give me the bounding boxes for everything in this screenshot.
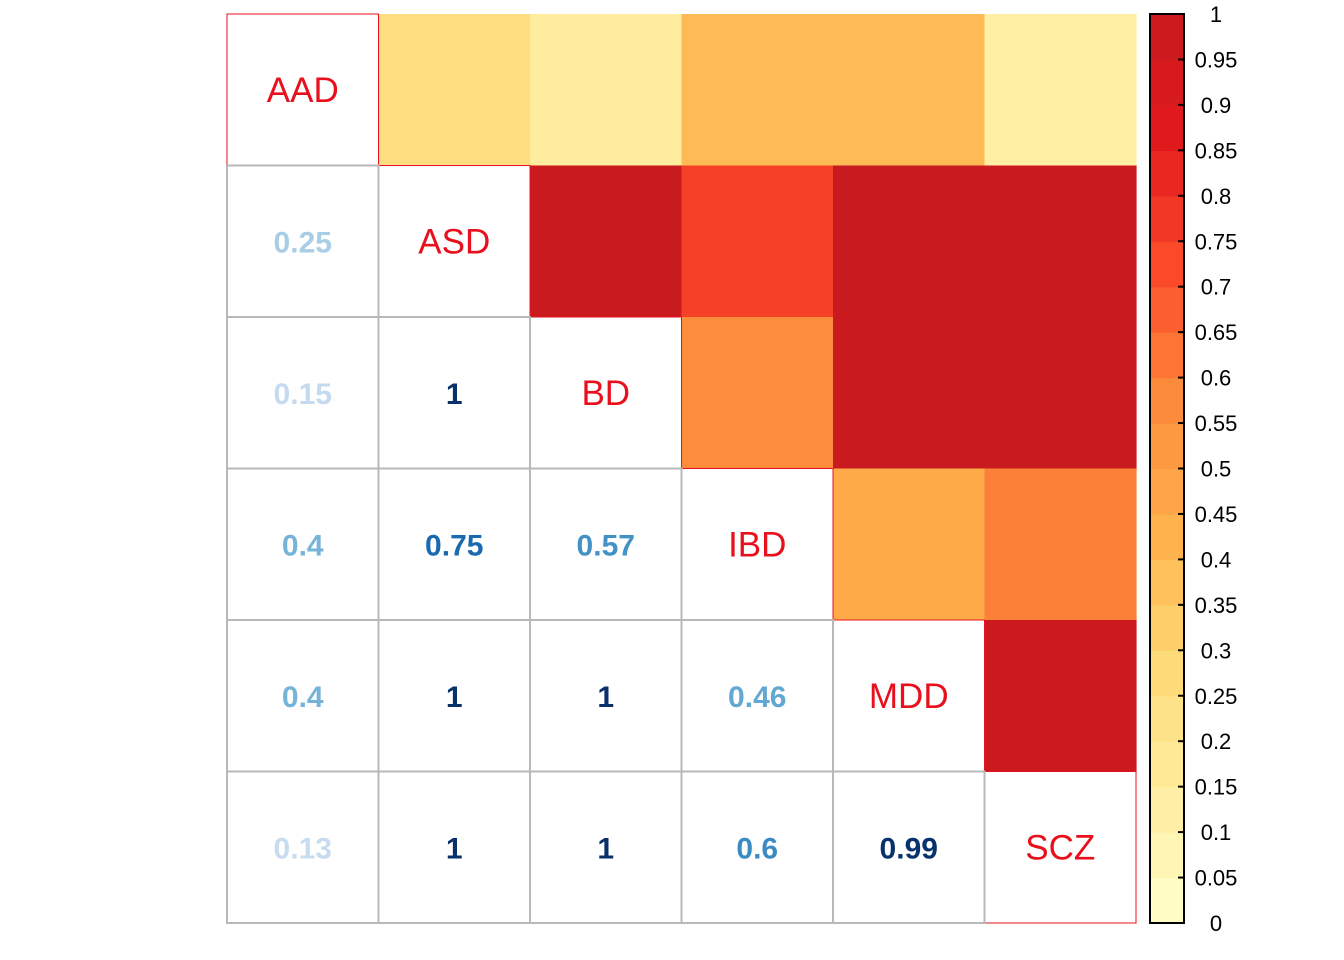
heatmap-cell-BD-SCZ <box>984 317 1137 470</box>
colorbar-tick-label: 0.5 <box>1201 457 1232 482</box>
heatmap-cell-AAD-SCZ <box>984 14 1137 167</box>
colorbar-segment <box>1150 286 1184 333</box>
colorbar-segment <box>1150 741 1184 788</box>
colorbar-segment <box>1150 332 1184 379</box>
colorbar-segment <box>1150 104 1184 151</box>
diagonal-cell-BD-BD <box>529 316 682 469</box>
value-cell-ASD-AAD <box>226 164 380 318</box>
value-label-SCZ-ASD: 1 <box>446 832 463 865</box>
colorbar-tick-label: 0.15 <box>1195 775 1238 800</box>
diagonal-label-IBD: IBD <box>728 525 786 564</box>
diagonal-cell-SCZ-SCZ <box>984 771 1137 924</box>
value-label-BD-AAD: 0.15 <box>274 378 332 411</box>
colorbar: 0 0.05 0.1 0.15 0.2 0.25 0.3 0.35 0.4 0.45 0.5 0.55… <box>1149 2 1238 936</box>
colorbar-tick-label: 0.3 <box>1201 638 1232 663</box>
diagonal-label-SCZ: SCZ <box>1025 828 1095 867</box>
colorbar-tick-label: 0.7 <box>1201 275 1232 300</box>
value-label-SCZ-MDD: 0.99 <box>880 832 938 865</box>
colorbar-tick-label: 0.75 <box>1195 229 1238 254</box>
colorbar-segment <box>1150 513 1184 560</box>
colorbar-segment <box>1150 695 1184 742</box>
colorbar-tick-label: 0.45 <box>1195 502 1238 527</box>
colorbar-tick-label: 1 <box>1210 2 1222 27</box>
colorbar-tick-label: 0.05 <box>1195 866 1238 891</box>
heatmap-cells <box>378 14 1137 773</box>
value-label-MDD-AAD: 0.4 <box>282 681 324 714</box>
heatmap-cell-IBD-MDD <box>833 468 986 621</box>
heatmap-cell-ASD-BD <box>530 165 683 318</box>
value-cell-SCZ-ASD <box>377 770 531 924</box>
heatmap-cell-ASD-SCZ <box>984 165 1137 318</box>
value-label-SCZ-IBD: 0.6 <box>736 832 778 865</box>
value-label-SCZ-BD: 1 <box>597 832 614 865</box>
value-label-BD-ASD: 1 <box>446 378 463 411</box>
colorbar-tick-label: 0.1 <box>1201 820 1232 845</box>
colorbar-segment <box>1150 150 1184 197</box>
value-cell-BD-ASD <box>377 316 531 470</box>
diagonal-label-MDD: MDD <box>869 677 949 716</box>
heatmap-labels: AAD 0.25 ASD 0.15 1 BD 0.4 0.75 0.57 IBD 0.4 1 1 0.46… <box>267 71 1095 868</box>
value-label-IBD-AAD: 0.4 <box>282 529 324 562</box>
heatmap-cell-ASD-MDD <box>833 165 986 318</box>
heatmap-cell-AAD-IBD <box>681 14 834 167</box>
value-label-MDD-BD: 1 <box>597 681 614 714</box>
diagonal-label-ASD: ASD <box>418 222 490 261</box>
value-label-MDD-IBD: 0.46 <box>728 681 786 714</box>
grid-line-5-4 <box>832 770 986 924</box>
colorbar-segment <box>1150 468 1184 515</box>
colorbar-tick-label: 0.85 <box>1195 138 1238 163</box>
colorbar-tick-label: 0.65 <box>1195 320 1238 345</box>
colorbar-tick-label: 0.35 <box>1195 593 1238 618</box>
value-label-ASD-AAD: 0.25 <box>274 226 332 259</box>
value-cell-SCZ-IBD <box>680 770 834 924</box>
heatmap-cell-MDD-SCZ <box>984 620 1137 773</box>
colorbar-segment <box>1150 14 1184 61</box>
value-cell-BD-AAD <box>226 316 380 470</box>
heatmap-cell-AAD-ASD <box>378 14 531 167</box>
colorbar-segment <box>1150 786 1184 833</box>
heatmap-cell-BD-IBD <box>681 317 834 470</box>
colorbar-tick-label: 0.95 <box>1195 47 1238 72</box>
heatmap-cell-AAD-BD <box>530 14 683 167</box>
colorbar-segment <box>1150 559 1184 606</box>
heatmap-cell-IBD-SCZ <box>984 468 1137 621</box>
colorbar-tick-label: 0.4 <box>1201 547 1232 572</box>
colorbar-tick-label: 0 <box>1210 911 1222 936</box>
value-cell-MDD-ASD <box>377 619 531 773</box>
diagonal-cell-AAD-AAD <box>226 13 379 166</box>
colorbar-segment <box>1150 423 1184 470</box>
colorbar-tick-label: 0.55 <box>1195 411 1238 436</box>
colorbar-tick-label: 0.25 <box>1195 684 1238 709</box>
heatmap-grid <box>226 13 1137 924</box>
colorbar-tick-label: 0.2 <box>1201 729 1232 754</box>
value-label-IBD-BD: 0.57 <box>577 529 635 562</box>
heatmap-cell-ASD-IBD <box>681 165 834 318</box>
colorbar-tick-label: 0.8 <box>1201 184 1232 209</box>
value-label-MDD-ASD: 1 <box>446 681 463 714</box>
diagonal-label-AAD: AAD <box>267 71 339 110</box>
diagonal-label-BD: BD <box>581 374 630 413</box>
value-label-SCZ-AAD: 0.13 <box>274 832 332 865</box>
value-label-IBD-ASD: 0.75 <box>425 529 483 562</box>
colorbar-segment <box>1150 59 1184 106</box>
value-cell-IBD-ASD <box>377 467 531 621</box>
heatmap-cell-BD-MDD <box>833 317 986 470</box>
colorbar-segment <box>1150 650 1184 697</box>
colorbar-segment <box>1150 604 1184 651</box>
colorbar-tick-label: 0.6 <box>1201 366 1232 391</box>
colorbar-segment <box>1150 241 1184 288</box>
diagonal-cell-ASD-ASD <box>378 165 531 318</box>
colorbar-tick-label: 0.9 <box>1201 93 1232 118</box>
heatmap-cell-AAD-MDD <box>833 14 986 167</box>
colorbar-segment <box>1150 377 1184 424</box>
colorbar-segment <box>1150 195 1184 242</box>
colorbar-segment <box>1150 877 1184 924</box>
diagonal-cell-MDD-MDD <box>832 619 985 772</box>
diagonal-cell-IBD-IBD <box>681 468 834 621</box>
colorbar-segment <box>1150 832 1184 879</box>
